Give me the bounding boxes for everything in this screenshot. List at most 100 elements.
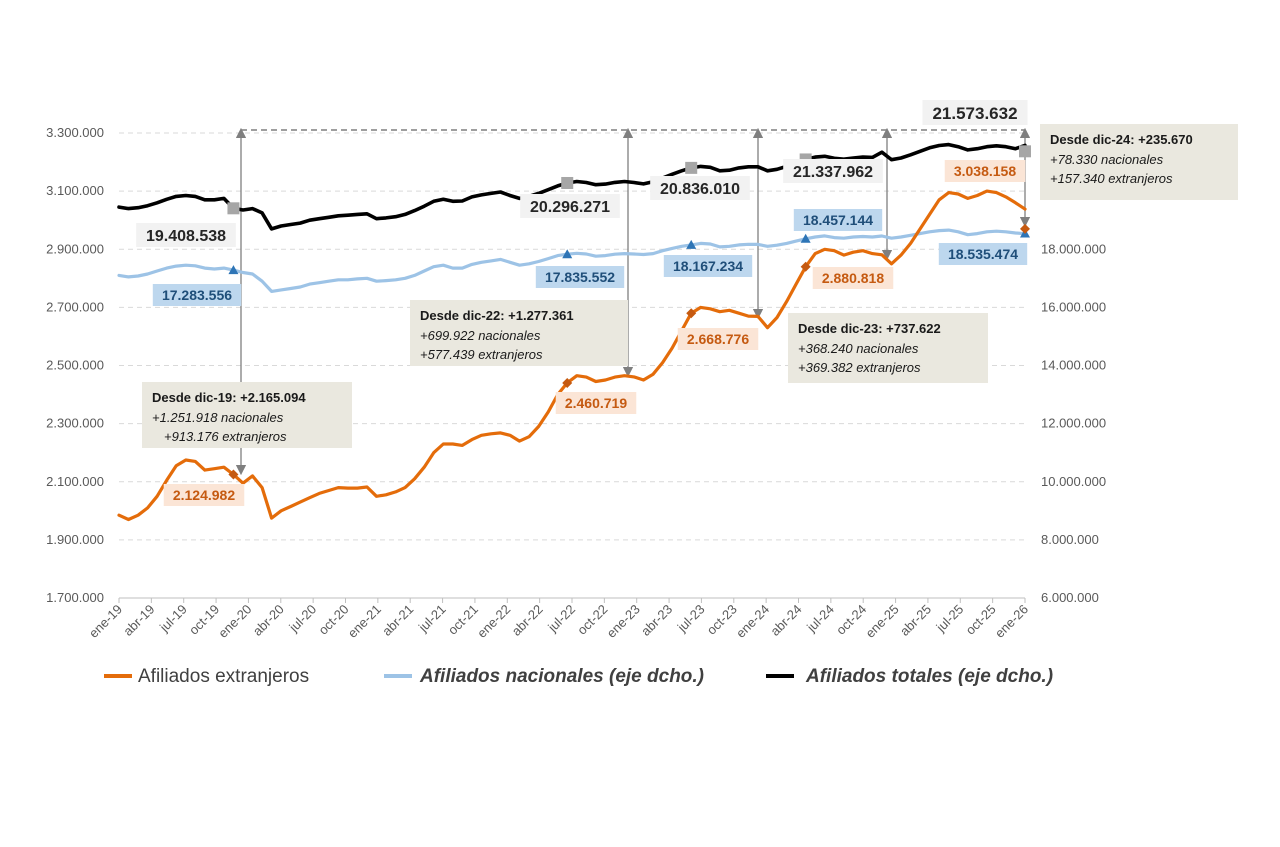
label-totales-bg: [136, 223, 236, 247]
y-tick-right: 14.000.000: [1041, 358, 1106, 373]
callout-line: +157.340 extranjeros: [1050, 171, 1173, 186]
label-totales-bg: [520, 194, 620, 218]
callout-title: Desde dic-24: +235.670: [1050, 132, 1193, 147]
label-nacionales-bg: [663, 255, 753, 277]
x-tick-label: jul-22: [544, 602, 578, 636]
y-tick-left: 2.500.000: [46, 358, 104, 373]
label-totales-bg: [922, 100, 1028, 125]
callout-title: Desde dic-19: +2.165.094: [152, 390, 306, 405]
label-extranjeros-bg: [812, 267, 894, 289]
label-nacionales-bg: [793, 209, 883, 231]
label-nacionales: 18.457.144: [793, 209, 883, 231]
x-tick-label: ene-25: [862, 602, 901, 641]
callout-title: Desde dic-23: +737.622: [798, 321, 941, 336]
annotation-callout: Desde dic-19: +2.165.094 +1.251.918 nacio…: [142, 382, 352, 448]
label-extranjeros-bg: [163, 484, 245, 506]
label-nacionales-text: 18.167.234: [673, 258, 743, 274]
label-totales: 20.296.271: [520, 194, 620, 218]
legend-label: Afiliados nacionales (eje dcho.): [419, 666, 704, 687]
nacional-marker: [562, 249, 573, 259]
x-tick-label: abr-24: [767, 602, 804, 639]
label-totales-text: 19.408.538: [146, 228, 226, 245]
x-tick-label: ene-23: [604, 602, 643, 641]
y-tick-left: 2.900.000: [46, 241, 104, 256]
callout-line: +78.330 nacionales: [1050, 152, 1164, 167]
label-extranjeros-text: 2.880.818: [822, 270, 884, 286]
nacional-marker: [800, 233, 811, 243]
x-tick-label: jul-19: [156, 602, 190, 636]
x-tick-label: abr-19: [120, 602, 157, 639]
label-extranjeros: 3.038.158: [944, 160, 1026, 182]
label-extranjeros: 2.460.719: [555, 392, 637, 414]
label-totales-bg: [650, 176, 750, 200]
y-tick-right: 18.000.000: [1041, 241, 1106, 256]
y-axis-right: 6.000.000 8.000.000 10.000.000 12.000.000 14…: [1041, 241, 1106, 605]
callout-bg: [788, 313, 988, 383]
x-tick-label: jul-25: [933, 602, 967, 636]
x-tick-label: ene-26: [992, 602, 1031, 641]
callout-bg: [1040, 124, 1238, 200]
label-totales: 21.337.962: [783, 159, 883, 183]
x-tick-label: ene-24: [733, 602, 772, 641]
label-extranjeros-text: 2.668.776: [687, 331, 749, 347]
x-tick-label: jul-20: [285, 602, 319, 636]
y-tick-right: 16.000.000: [1041, 299, 1106, 314]
label-totales-text: 20.296.271: [530, 199, 610, 216]
y-tick-left: 2.100.000: [46, 474, 104, 489]
legend-label: Afiliados extranjeros: [138, 666, 309, 687]
total-marker: [685, 161, 698, 174]
annotation-callout: Desde dic-22: +1.277.361 +699.922 naciona…: [410, 300, 628, 366]
extranjero-marker: [1020, 223, 1030, 234]
label-extranjeros: 2.668.776: [677, 328, 759, 350]
x-tick-label: ene-20: [215, 602, 254, 641]
label-extranjeros-bg: [944, 160, 1026, 182]
label-extranjeros: 2.880.818: [812, 267, 894, 289]
label-nacionales-text: 17.835.552: [545, 269, 615, 285]
nacional-marker: [228, 265, 239, 275]
x-tick-label: ene-22: [474, 602, 513, 641]
callout-line: +913.176 extranjeros: [164, 429, 287, 444]
label-nacionales-bg: [152, 284, 242, 306]
x-tick-label: abr-20: [250, 602, 287, 639]
label-extranjeros-text: 3.038.158: [954, 163, 1016, 179]
callout-line: +369.382 extranjeros: [798, 360, 921, 375]
y-tick-left: 1.700.000: [46, 590, 104, 605]
label-nacionales: 18.535.474: [938, 243, 1028, 265]
extranjero-marker: [562, 377, 573, 388]
label-totales-text: 21.573.632: [932, 104, 1017, 123]
label-nacionales-text: 18.457.144: [803, 212, 873, 228]
extranjero-marker: [228, 469, 239, 480]
label-totales: 21.573.632: [922, 100, 1028, 125]
x-tick-label: ene-19: [86, 602, 125, 641]
x-tick-label: jul-21: [415, 602, 449, 636]
label-nacionales: 18.167.234: [663, 255, 753, 277]
x-tick-label: ene-21: [345, 602, 384, 641]
label-extranjeros: 2.124.982: [163, 484, 245, 506]
label-totales: 20.836.010: [650, 176, 750, 200]
total-marker: [1019, 145, 1031, 158]
extranjero-marker: [800, 261, 811, 272]
label-totales-bg: [783, 159, 883, 183]
annotation-callout: Desde dic-23: +737.622 +368.240 nacionale…: [788, 313, 988, 383]
extranjero-marker: [686, 308, 697, 319]
label-nacionales-bg: [938, 243, 1028, 265]
y-tick-left: 2.700.000: [46, 299, 104, 314]
x-tick-label: abr-23: [638, 602, 675, 639]
callout-title: Desde dic-22: +1.277.361: [420, 308, 574, 323]
total-marker: [561, 176, 574, 189]
series-nacionales-line: [117, 228, 1027, 293]
y-tick-right: 6.000.000: [1041, 590, 1099, 605]
y-tick-right: 8.000.000: [1041, 532, 1099, 547]
label-extranjeros-text: 2.124.982: [173, 487, 235, 503]
callout-bg: [410, 300, 628, 366]
callout-bg: [142, 382, 352, 448]
legend-label: Afiliados totales (eje dcho.): [805, 666, 1053, 687]
x-tick-label: abr-25: [897, 602, 934, 639]
legend: Afiliados extranjeros Afiliados nacionale…: [104, 666, 1053, 687]
label-nacionales-text: 17.283.556: [162, 287, 232, 303]
annotation-callout: Desde dic-24: +235.670 +78.330 nacionales…: [1040, 124, 1238, 200]
annotation-callouts: Desde dic-19: +2.165.094 +1.251.918 nacio…: [142, 124, 1238, 448]
callout-line: +699.922 nacionales: [420, 328, 541, 343]
label-extranjeros-bg: [677, 328, 759, 350]
